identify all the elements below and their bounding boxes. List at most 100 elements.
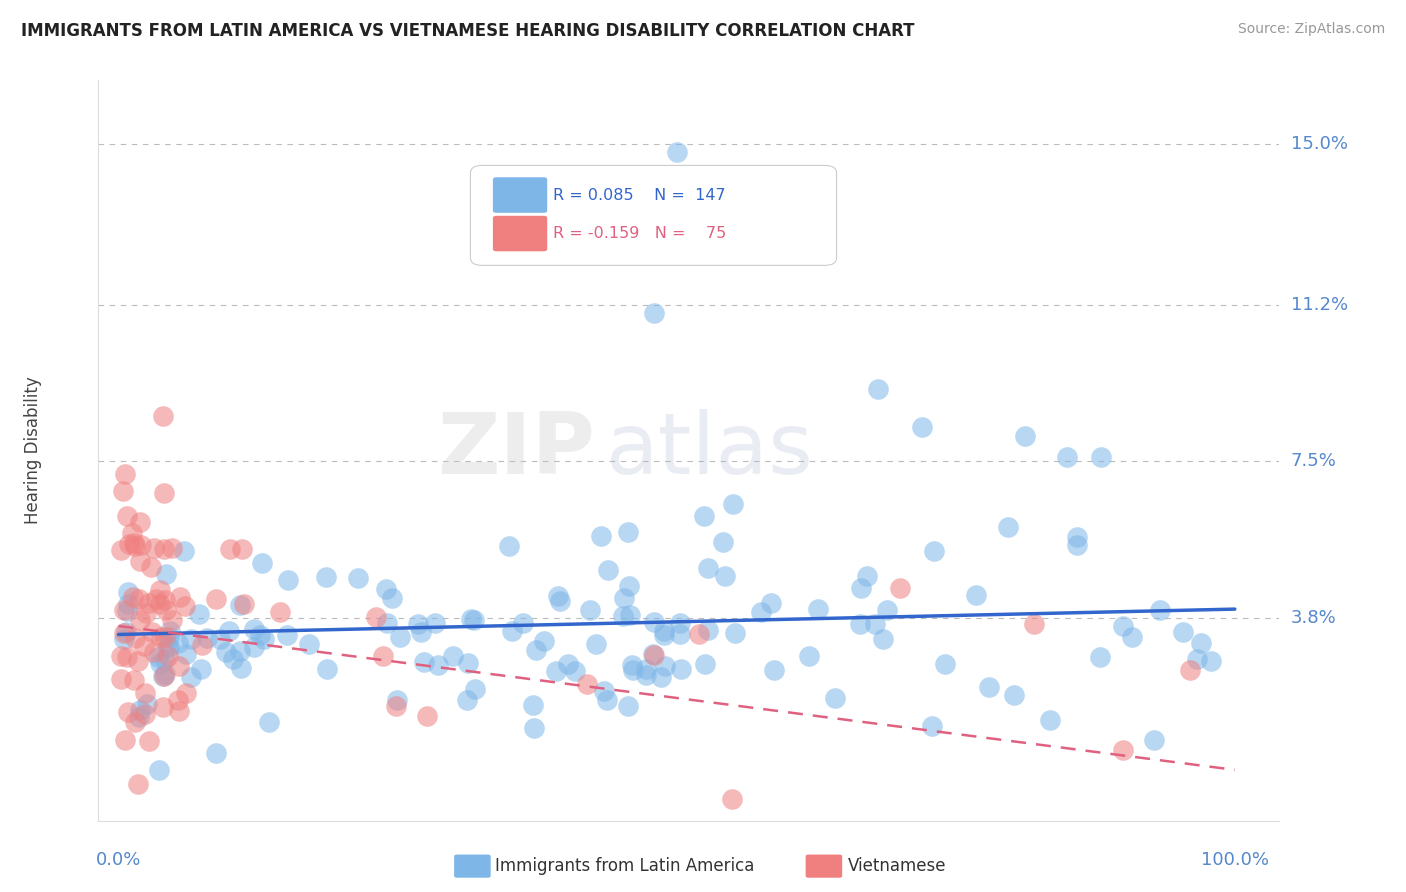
Point	[155, 651, 177, 665]
Point	[693, 508, 716, 523]
Point	[114, 733, 136, 747]
Point	[110, 543, 132, 558]
Point	[557, 657, 579, 672]
Point	[152, 700, 174, 714]
Point	[977, 681, 1000, 695]
Point	[122, 673, 145, 688]
Text: atlas: atlas	[606, 409, 814, 492]
Point	[174, 647, 197, 661]
FancyBboxPatch shape	[494, 216, 547, 252]
Point	[374, 582, 396, 597]
Point	[413, 655, 436, 669]
Point	[613, 591, 636, 605]
FancyBboxPatch shape	[471, 165, 837, 266]
Point	[723, 626, 745, 640]
Point	[564, 664, 586, 678]
Point	[650, 670, 672, 684]
Point	[697, 560, 720, 574]
Point	[132, 639, 155, 653]
Point	[617, 524, 640, 539]
Point	[218, 541, 240, 556]
Point	[129, 613, 152, 627]
Point	[190, 662, 212, 676]
Point	[124, 715, 146, 730]
Point	[1112, 618, 1135, 632]
Point	[157, 640, 180, 654]
Point	[1066, 531, 1088, 545]
Point	[763, 663, 786, 677]
Point	[865, 616, 887, 631]
Point	[388, 630, 411, 644]
Point	[596, 693, 619, 707]
Point	[134, 706, 156, 721]
Point	[652, 624, 675, 639]
Point	[153, 593, 176, 607]
Point	[156, 639, 179, 653]
Point	[872, 632, 894, 647]
Point	[180, 670, 202, 684]
Point	[167, 704, 190, 718]
Point	[160, 541, 183, 555]
Point	[1149, 602, 1171, 616]
Text: R = -0.159   N =    75: R = -0.159 N = 75	[553, 226, 727, 241]
Point	[921, 718, 943, 732]
Point	[152, 669, 174, 683]
Point	[576, 677, 599, 691]
Point	[117, 597, 139, 611]
Point	[688, 627, 710, 641]
Point	[243, 640, 266, 654]
Point	[1066, 538, 1088, 552]
Point	[276, 628, 298, 642]
Point	[204, 591, 226, 606]
Point	[114, 467, 136, 481]
Text: 100.0%: 100.0%	[1201, 851, 1268, 869]
Point	[127, 655, 149, 669]
Point	[110, 649, 132, 664]
Point	[117, 705, 139, 719]
Point	[416, 709, 439, 723]
Point	[180, 632, 202, 646]
Point	[167, 658, 190, 673]
Point	[135, 606, 157, 620]
Point	[242, 623, 264, 637]
Text: 0.0%: 0.0%	[96, 851, 141, 869]
Point	[723, 497, 745, 511]
Point	[1112, 743, 1135, 757]
Point	[173, 599, 195, 613]
Point	[111, 483, 134, 498]
Point	[121, 590, 143, 604]
Point	[138, 734, 160, 748]
Point	[612, 609, 634, 624]
Point	[298, 637, 321, 651]
Point	[347, 571, 370, 585]
Point	[911, 420, 934, 434]
Point	[153, 668, 176, 682]
Point	[160, 613, 183, 627]
Point	[585, 637, 607, 651]
Point	[205, 746, 228, 760]
Point	[652, 628, 675, 642]
Point	[191, 638, 214, 652]
Point	[1121, 631, 1143, 645]
Point	[229, 661, 252, 675]
Point	[498, 539, 520, 553]
Point	[129, 538, 152, 552]
Point	[922, 543, 945, 558]
Point	[643, 306, 665, 320]
Point	[167, 692, 190, 706]
Point	[169, 591, 191, 605]
Point	[965, 588, 987, 602]
Point	[579, 603, 602, 617]
Point	[441, 648, 464, 663]
Point	[1143, 732, 1166, 747]
Point	[166, 636, 188, 650]
Point	[522, 698, 544, 713]
Text: Hearing Disability: Hearing Disability	[24, 376, 42, 524]
Point	[187, 607, 209, 621]
Point	[456, 692, 478, 706]
Point	[115, 650, 138, 665]
Point	[411, 624, 433, 639]
Point	[669, 662, 692, 676]
Point	[195, 631, 218, 645]
Text: Immigrants from Latin America: Immigrants from Latin America	[495, 857, 754, 875]
